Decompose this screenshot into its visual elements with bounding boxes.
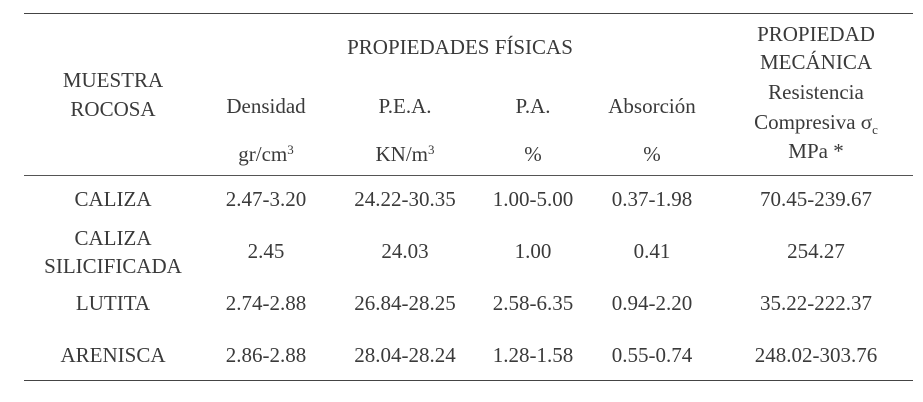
cell-pea: 24.03: [381, 239, 429, 263]
cell-absorcion: 0.94-2.20: [611, 291, 693, 315]
col-header-densidad: Densidad: [226, 94, 306, 118]
unit-resistencia: MPa *: [788, 139, 844, 163]
cell-absorcion: 0.37-1.98: [611, 187, 693, 211]
header-propiedad-mecanica-line1: PROPIEDAD: [757, 22, 875, 46]
bottom-rule: [24, 380, 913, 381]
cell-pa: 2.58-6.35: [492, 291, 574, 315]
cell-pea: 26.84-28.25: [354, 291, 456, 315]
cell-absorcion: 0.41: [633, 239, 671, 263]
cell-densidad: 2.47-3.20: [225, 187, 307, 211]
cell-pa: 1.28-1.58: [492, 343, 574, 367]
header-propiedad-mecanica-line2: MECÁNICA: [759, 50, 873, 74]
cell-densidad: 2.45: [247, 239, 285, 263]
col-header-pa: P.A.: [515, 94, 551, 118]
header-muestra-line2: ROCOSA: [70, 97, 156, 121]
cell-densidad: 2.74-2.88: [225, 291, 307, 315]
header-muestra-line1: MUESTRA: [62, 68, 164, 92]
col-header-pea: P.E.A.: [378, 94, 432, 118]
header-rule: [24, 175, 913, 176]
col-header-resistencia: Resistencia: [768, 80, 864, 104]
top-rule: [24, 13, 913, 14]
unit-pea: KN/m3: [375, 142, 435, 166]
cell-pa: 1.00-5.00: [492, 187, 574, 211]
cell-pa: 1.00: [514, 239, 552, 263]
cell-resistencia: 254.27: [787, 239, 845, 263]
cell-muestra-line1: CALIZA: [74, 226, 152, 250]
cell-resistencia: 35.22-222.37: [760, 291, 872, 315]
header-propiedades-fisicas: PROPIEDADES FÍSICAS: [347, 35, 573, 59]
cell-muestra-line2: SILICIFICADA: [44, 254, 182, 278]
unit-pa: %: [524, 142, 542, 166]
col-header-compresiva: Compresiva σc: [754, 110, 878, 137]
cell-muestra: LUTITA: [75, 291, 151, 315]
col-header-absorcion: Absorción: [608, 94, 696, 118]
cell-pea: 28.04-28.24: [354, 343, 456, 367]
cell-resistencia: 70.45-239.67: [760, 187, 872, 211]
cell-muestra: CALIZA: [74, 187, 152, 211]
cell-resistencia: 248.02-303.76: [754, 343, 878, 367]
cell-densidad: 2.86-2.88: [225, 343, 307, 367]
cell-muestra: ARENISCA: [60, 343, 166, 367]
unit-absorcion: %: [643, 142, 661, 166]
unit-densidad: gr/cm3: [238, 142, 294, 166]
cell-absorcion: 0.55-0.74: [611, 343, 693, 367]
cell-pea: 24.22-30.35: [354, 187, 456, 211]
